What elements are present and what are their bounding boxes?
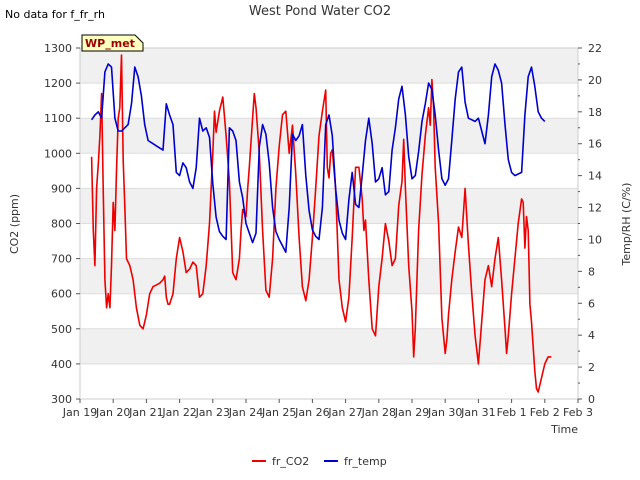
x-tick-label: Feb 1 [497, 406, 527, 419]
chart-title: West Pond Water CO2 [249, 4, 391, 19]
y-tick-label: 1200 [44, 77, 72, 90]
grid-band [80, 48, 578, 84]
grid-band [80, 328, 578, 364]
series-line-fr_CO2 [90, 54, 552, 393]
y-tick-label: 800 [51, 218, 72, 231]
x-tick-label: Jan 24 [228, 406, 263, 419]
y-tick-label: 900 [51, 182, 72, 195]
grid-band [80, 188, 578, 224]
x-tick-label: Jan 23 [195, 406, 230, 419]
x-tick-label: Jan 25 [261, 406, 296, 419]
x-axis-label: Time [550, 423, 578, 436]
y2-tick-label: 2 [588, 361, 595, 374]
x-tick-label: Jan 31 [460, 406, 495, 419]
grid-band [80, 258, 578, 294]
legend-label-temp: fr_temp [344, 455, 387, 468]
y2-tick-label: 18 [588, 106, 602, 119]
y2-tick-label: 12 [588, 202, 602, 215]
y-axis-label: CO2 (ppm) [8, 194, 21, 254]
x-tick-label: Feb 3 [563, 406, 593, 419]
legend-label-co2: fr_CO2 [272, 455, 309, 468]
no-data-note: No data for f_fr_rh [5, 8, 105, 21]
x-tick-label: Jan 27 [327, 406, 362, 419]
y-axis-left: 300 400 500 600 700 800 900 1000 1100 1200 1300 [44, 42, 80, 406]
x-tick-label: Jan 22 [161, 406, 196, 419]
x-tick-label: Jan 19 [62, 406, 97, 419]
x-tick-label: Jan 28 [361, 406, 396, 419]
x-tick-label: Jan 26 [294, 406, 329, 419]
y2-tick-label: 14 [588, 170, 602, 183]
site-badge: WP_met [81, 34, 144, 52]
y-tick-label: 1100 [44, 112, 72, 125]
y2-tick-label: 22 [588, 42, 602, 55]
y-tick-label: 500 [51, 323, 72, 336]
y2-tick-label: 0 [588, 393, 595, 406]
y-tick-label: 600 [51, 288, 72, 301]
x-tick-label: Feb 2 [530, 406, 560, 419]
x-tick-label: Jan 21 [128, 406, 163, 419]
y2-axis-label: Temp/RH (C/%) [620, 183, 633, 267]
grid-band [80, 118, 578, 154]
y-tick-label: 700 [51, 253, 72, 266]
site-badge-label: WP_met [85, 37, 135, 50]
x-tick-label: Jan 29 [394, 406, 429, 419]
plot-lines [90, 54, 552, 393]
y-tick-label: 300 [51, 393, 72, 406]
y2-tick-label: 6 [588, 297, 595, 310]
x-tick-label: Jan 20 [95, 406, 130, 419]
series-line-fr_temp [90, 63, 546, 253]
y2-tick-label: 8 [588, 265, 595, 278]
y-tick-label: 400 [51, 358, 72, 371]
x-tick-label: Jan 30 [427, 406, 462, 419]
y-tick-label: 1000 [44, 147, 72, 160]
y2-tick-label: 16 [588, 138, 602, 151]
y2-tick-label: 4 [588, 329, 595, 342]
y2-tick-label: 10 [588, 233, 602, 246]
y-axis-right: 0 2 4 6 8 10 12 14 16 18 20 22 [578, 42, 602, 406]
legend: fr_CO2 fr_temp [252, 455, 387, 468]
y2-tick-label: 20 [588, 74, 602, 87]
y-tick-label: 1300 [44, 42, 72, 55]
